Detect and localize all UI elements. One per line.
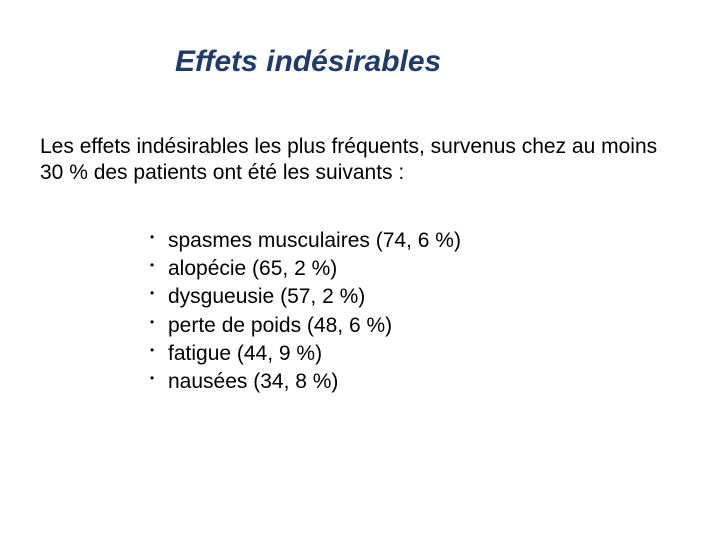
slide-container: Effets indésirables Les effets indésirab…: [0, 0, 720, 540]
intro-paragraph: Les effets indésirables les plus fréquen…: [40, 134, 680, 187]
list-item: nausées (34, 8 %): [150, 368, 680, 396]
list-item: dysgueusie (57, 2 %): [150, 283, 680, 311]
list-item: spasmes musculaires (74, 6 %): [150, 227, 680, 255]
list-item: fatigue (44, 9 %): [150, 340, 680, 368]
slide-title: Effets indésirables: [175, 45, 680, 79]
effects-list: spasmes musculaires (74, 6 %) alopécie (…: [150, 227, 680, 397]
list-item: alopécie (65, 2 %): [150, 255, 680, 283]
list-item: perte de poids (48, 6 %): [150, 312, 680, 340]
